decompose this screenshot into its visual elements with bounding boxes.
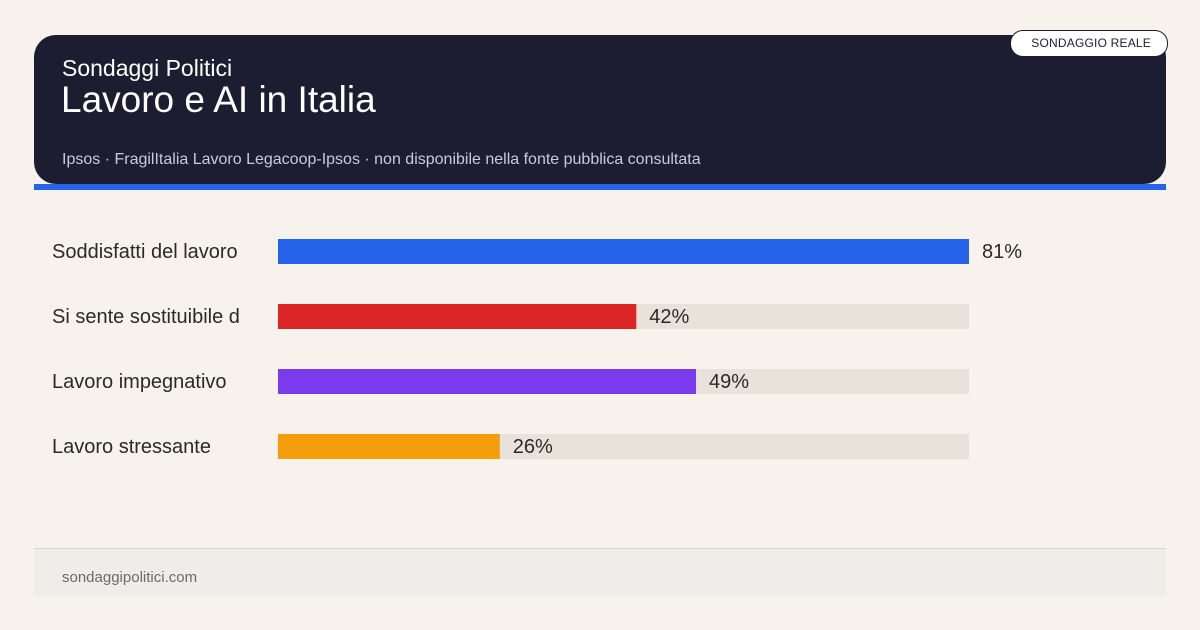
category-label: Si sente sostituibile d (52, 306, 240, 328)
category-label: Lavoro impegnativo (52, 371, 227, 393)
value-label: 42% (649, 306, 689, 328)
source-line: Ipsos · FragilItalia Lavoro Legacoop-Ips… (62, 151, 701, 168)
header-banner: Sondaggi Politici Lavoro e AI in Italia … (34, 35, 1166, 184)
bar (278, 239, 969, 264)
status-badge: SONDAGGIO REALE (1010, 30, 1168, 57)
bar (278, 369, 697, 394)
page-title: Lavoro e AI in Italia (61, 79, 376, 120)
footer-site-link[interactable]: sondaggipolitici.com (62, 569, 198, 586)
bar (278, 304, 637, 329)
brand-name: Sondaggi Politici (62, 55, 233, 81)
footer-divider (34, 548, 1166, 549)
value-label: 26% (513, 436, 553, 458)
value-label: 49% (709, 371, 749, 393)
footer: sondaggipolitici.com (34, 549, 1166, 596)
category-label: Soddisfatti del lavoro (52, 241, 238, 263)
bar (278, 434, 500, 459)
accent-divider (34, 184, 1166, 190)
value-label: 81% (982, 241, 1022, 263)
category-label: Lavoro stressante (52, 436, 211, 458)
